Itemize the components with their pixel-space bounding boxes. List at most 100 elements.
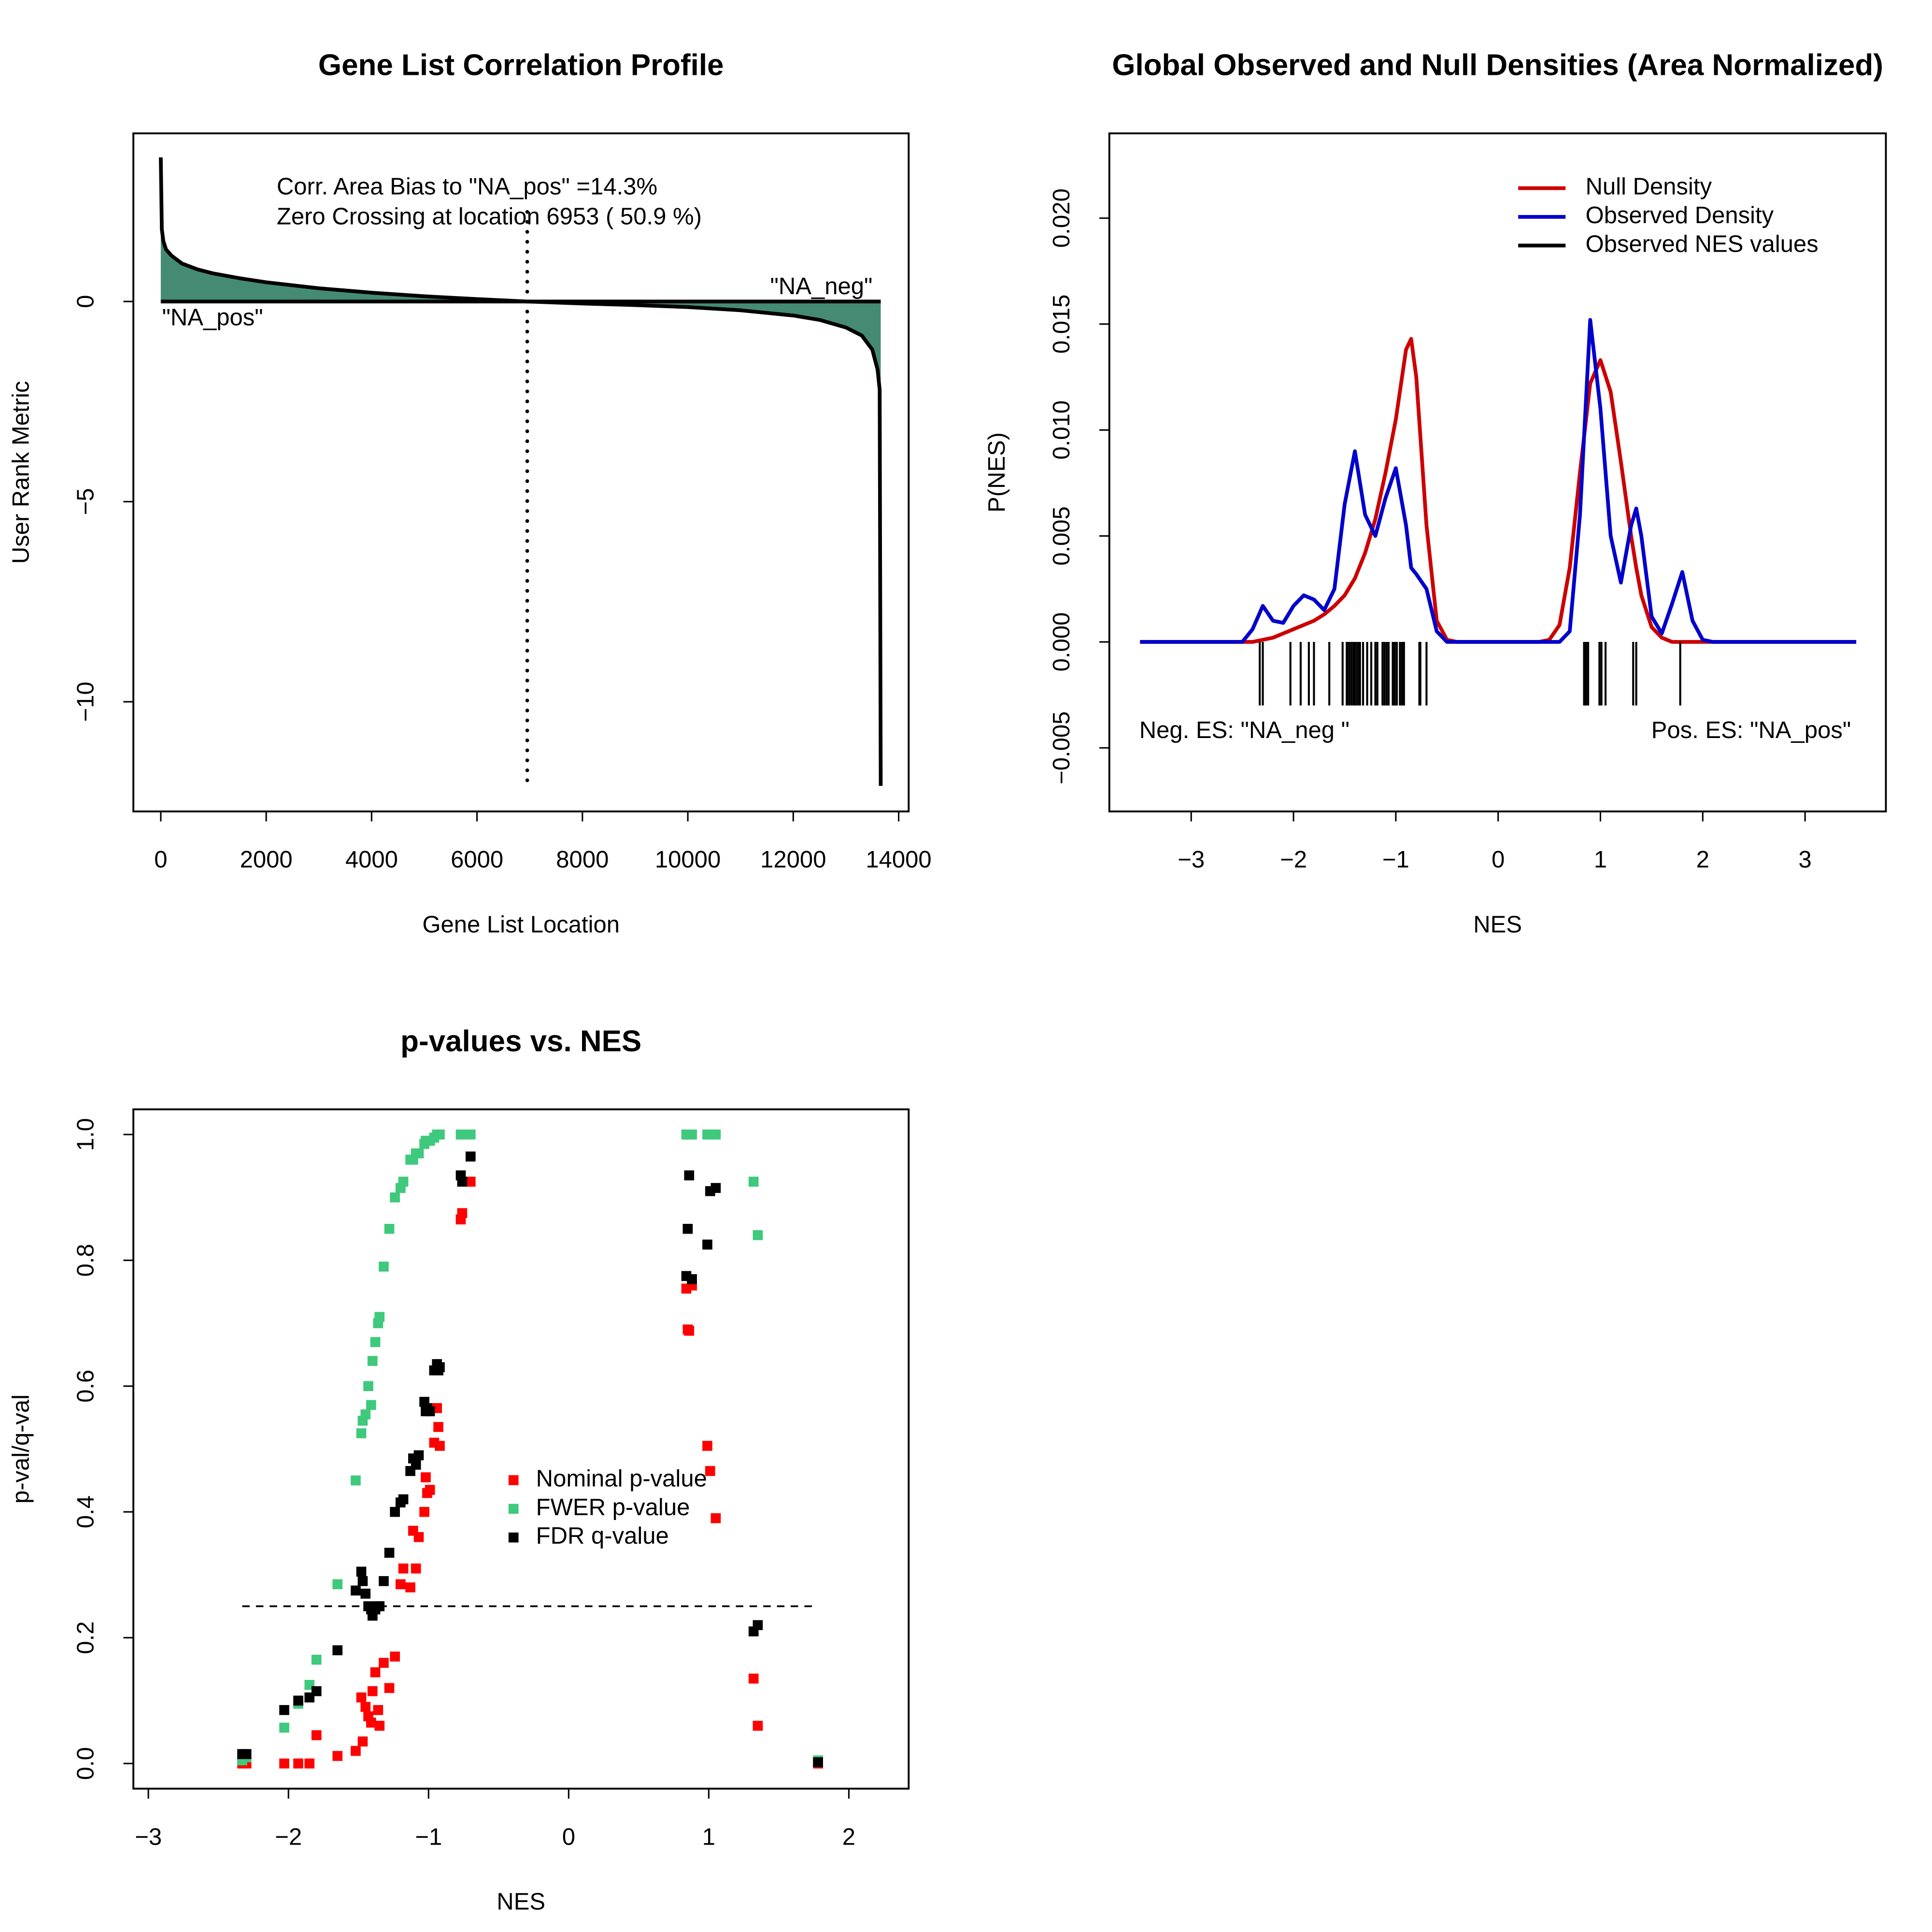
point bbox=[753, 1620, 763, 1630]
y-tick-label: 0.010 bbox=[1049, 400, 1075, 460]
point bbox=[370, 1337, 381, 1347]
point bbox=[351, 1746, 361, 1756]
point bbox=[241, 1749, 252, 1759]
y-tick-label: 0.0 bbox=[73, 1747, 99, 1780]
x-axis-label: NES bbox=[1473, 911, 1522, 938]
legend-swatch bbox=[508, 1475, 519, 1485]
point bbox=[360, 1702, 371, 1712]
x-axis-label: NES bbox=[497, 1889, 545, 1915]
point bbox=[366, 1400, 376, 1410]
point bbox=[373, 1705, 384, 1715]
legend-swatch bbox=[508, 1504, 519, 1514]
x-tick-label: −2 bbox=[275, 1824, 302, 1850]
density-line bbox=[1140, 337, 1857, 644]
point bbox=[293, 1695, 303, 1706]
plot-border bbox=[1108, 132, 1887, 812]
point bbox=[367, 1356, 378, 1366]
point bbox=[351, 1585, 361, 1596]
point bbox=[390, 1506, 400, 1517]
point bbox=[425, 1406, 435, 1417]
point bbox=[356, 1428, 367, 1438]
x-tick-label: 14000 bbox=[866, 847, 931, 873]
chart-title: Global Observed and Null Densities (Area… bbox=[1112, 49, 1883, 82]
point bbox=[411, 1563, 421, 1574]
point bbox=[374, 1312, 385, 1322]
point bbox=[384, 1683, 395, 1693]
plot-border bbox=[132, 1108, 910, 1790]
profile-line bbox=[159, 157, 883, 786]
y-axis-label: P(NES) bbox=[984, 432, 1010, 512]
y-tick-label: 0.020 bbox=[1049, 188, 1075, 248]
annotation: "NA_neg" bbox=[770, 273, 873, 299]
point bbox=[279, 1758, 289, 1769]
point bbox=[413, 1532, 424, 1542]
point bbox=[360, 1409, 371, 1420]
x-tick-label: −3 bbox=[135, 1824, 162, 1850]
point bbox=[405, 1582, 415, 1592]
legend-label: Null Density bbox=[1586, 174, 1712, 200]
x-tick-label: −2 bbox=[1280, 847, 1307, 873]
x-tick-label: 0 bbox=[1492, 847, 1505, 873]
point bbox=[293, 1758, 303, 1769]
point bbox=[374, 1720, 385, 1731]
point bbox=[279, 1722, 289, 1733]
x-tick-label: 2 bbox=[1696, 847, 1709, 873]
point bbox=[398, 1563, 409, 1574]
point bbox=[356, 1566, 367, 1577]
y-axis-label: User Rank Metric bbox=[8, 381, 34, 564]
point bbox=[748, 1177, 759, 1187]
point bbox=[425, 1485, 435, 1495]
annotation: Neg. ES: "NA_neg " bbox=[1139, 717, 1350, 743]
point bbox=[379, 1576, 389, 1586]
point bbox=[684, 1325, 695, 1336]
point bbox=[748, 1674, 759, 1684]
x-tick-label: −1 bbox=[415, 1824, 442, 1850]
point bbox=[363, 1381, 373, 1392]
point bbox=[370, 1667, 381, 1677]
x-tick-label: −3 bbox=[1178, 847, 1205, 873]
x-tick-label: 6000 bbox=[451, 847, 503, 873]
y-tick-label: 0.015 bbox=[1049, 295, 1075, 354]
point bbox=[813, 1757, 823, 1767]
y-tick-label: 0.2 bbox=[73, 1621, 99, 1654]
point bbox=[684, 1170, 695, 1180]
y-tick-label: 1.0 bbox=[73, 1118, 99, 1151]
density-line bbox=[1140, 318, 1857, 644]
point bbox=[457, 1208, 468, 1218]
plot-border bbox=[132, 132, 910, 812]
y-tick-label: 0.005 bbox=[1049, 506, 1075, 566]
point bbox=[702, 1239, 712, 1250]
point bbox=[753, 1720, 763, 1731]
point bbox=[356, 1692, 367, 1703]
point bbox=[384, 1223, 395, 1234]
y-tick-label: 0.4 bbox=[73, 1495, 99, 1528]
annotation: Zero Crossing at location 6953 ( 50.9 %) bbox=[277, 204, 702, 230]
y-tick-label: −10 bbox=[73, 682, 99, 722]
x-tick-label: 2000 bbox=[240, 847, 293, 873]
point bbox=[687, 1129, 697, 1140]
point bbox=[379, 1658, 389, 1668]
point bbox=[710, 1513, 721, 1523]
x-tick-label: 10000 bbox=[655, 847, 721, 873]
point bbox=[366, 1718, 376, 1728]
point bbox=[398, 1494, 409, 1505]
chart-title: p-values vs. NES bbox=[400, 1024, 641, 1058]
point bbox=[374, 1601, 385, 1611]
point bbox=[384, 1548, 395, 1558]
point bbox=[390, 1651, 400, 1662]
point bbox=[332, 1751, 343, 1761]
y-tick-label: 0.8 bbox=[73, 1244, 99, 1277]
legend-swatch bbox=[508, 1532, 519, 1543]
point bbox=[435, 1362, 445, 1373]
legend-label: Nominal p-value bbox=[536, 1465, 707, 1492]
point bbox=[753, 1230, 763, 1240]
y-tick-label: 0 bbox=[73, 295, 99, 308]
legend-label: FWER p-value bbox=[536, 1494, 690, 1520]
point bbox=[395, 1579, 406, 1590]
point bbox=[332, 1579, 343, 1590]
point bbox=[304, 1758, 315, 1769]
x-tick-label: 1 bbox=[1594, 847, 1607, 873]
annotation: Corr. Area Bias to "NA_pos" =14.3% bbox=[277, 174, 657, 200]
